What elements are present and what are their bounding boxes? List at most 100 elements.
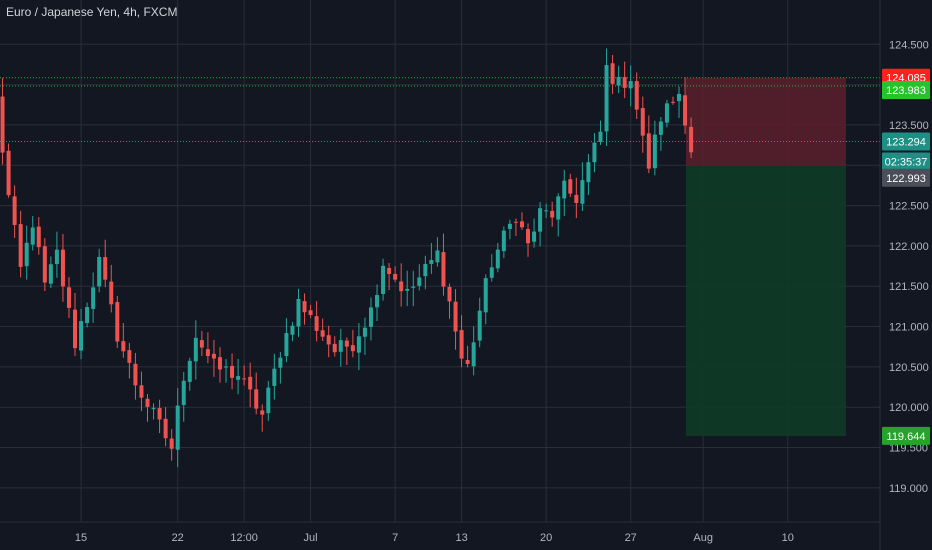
candle[interactable] — [519, 212, 524, 230]
candle[interactable] — [574, 177, 579, 219]
candle[interactable] — [314, 301, 319, 342]
candle[interactable] — [12, 185, 17, 238]
candle[interactable] — [278, 352, 283, 384]
candle[interactable] — [332, 336, 337, 357]
candle[interactable] — [435, 237, 440, 267]
candle[interactable] — [405, 270, 410, 307]
candle[interactable] — [308, 304, 313, 319]
candle[interactable] — [381, 258, 386, 301]
candle[interactable] — [193, 320, 198, 380]
candle[interactable] — [91, 272, 96, 323]
candle[interactable] — [423, 255, 428, 290]
candle[interactable] — [550, 201, 555, 227]
candle[interactable] — [36, 217, 41, 255]
candle[interactable] — [320, 318, 325, 341]
candle[interactable] — [417, 264, 422, 291]
candle[interactable] — [326, 325, 331, 358]
candle[interactable] — [362, 317, 367, 355]
candle[interactable] — [477, 297, 482, 348]
candle[interactable] — [163, 407, 168, 447]
candle[interactable] — [0, 78, 5, 165]
candle[interactable] — [501, 226, 506, 259]
candle[interactable] — [592, 132, 597, 173]
candle[interactable] — [513, 218, 518, 237]
candle[interactable] — [622, 61, 627, 99]
candlestick-series[interactable] — [0, 48, 694, 468]
candle[interactable] — [387, 262, 392, 291]
candle[interactable] — [54, 231, 59, 278]
candle[interactable] — [60, 233, 65, 302]
candle[interactable] — [610, 54, 615, 95]
candle[interactable] — [24, 225, 29, 280]
candle[interactable] — [441, 233, 446, 296]
candle[interactable] — [664, 99, 669, 128]
candle[interactable] — [48, 256, 53, 289]
candle[interactable] — [127, 342, 132, 379]
candle[interactable] — [181, 371, 186, 422]
candle[interactable] — [652, 120, 657, 176]
candle[interactable] — [85, 302, 90, 328]
candle[interactable] — [175, 388, 180, 468]
candle[interactable] — [266, 380, 271, 421]
candle[interactable] — [532, 218, 537, 248]
candle[interactable] — [356, 323, 361, 371]
candle[interactable] — [151, 403, 156, 420]
candle[interactable] — [344, 337, 349, 366]
candle[interactable] — [187, 357, 192, 391]
candle[interactable] — [121, 322, 126, 358]
candle[interactable] — [115, 295, 120, 348]
candle[interactable] — [646, 115, 651, 174]
candle[interactable] — [683, 77, 688, 135]
candle[interactable] — [205, 332, 210, 364]
candle[interactable] — [616, 65, 621, 94]
candle[interactable] — [272, 353, 277, 400]
candle[interactable] — [260, 404, 265, 432]
candle[interactable] — [465, 345, 470, 368]
candle[interactable] — [562, 169, 567, 216]
candle[interactable] — [296, 288, 301, 337]
candle[interactable] — [230, 353, 235, 390]
candle[interactable] — [453, 289, 458, 350]
candle[interactable] — [73, 292, 78, 357]
candle[interactable] — [169, 429, 174, 461]
candle[interactable] — [290, 321, 295, 342]
candle[interactable] — [658, 116, 663, 151]
candle[interactable] — [6, 143, 11, 198]
candle[interactable] — [568, 173, 573, 198]
candle[interactable] — [350, 329, 355, 358]
candle[interactable] — [211, 339, 216, 377]
candle[interactable] — [640, 96, 645, 153]
candle[interactable] — [670, 96, 675, 105]
candle[interactable] — [459, 315, 464, 368]
candle[interactable] — [79, 308, 84, 360]
candle[interactable] — [556, 193, 561, 237]
candle[interactable] — [586, 153, 591, 196]
candle[interactable] — [604, 48, 609, 147]
candle[interactable] — [429, 242, 434, 274]
candle[interactable] — [628, 65, 633, 107]
candle[interactable] — [18, 210, 23, 278]
candle[interactable] — [199, 330, 204, 357]
candle[interactable] — [507, 219, 512, 240]
candle[interactable] — [30, 215, 35, 251]
candle[interactable] — [338, 328, 343, 367]
candle[interactable] — [368, 297, 373, 341]
candle[interactable] — [538, 202, 543, 247]
candle[interactable] — [447, 283, 452, 319]
candle[interactable] — [393, 266, 398, 283]
candle[interactable] — [42, 238, 47, 292]
candle[interactable] — [634, 72, 639, 119]
candle[interactable] — [109, 264, 114, 313]
candle[interactable] — [489, 254, 494, 282]
candle[interactable] — [254, 372, 259, 415]
candle[interactable] — [411, 270, 416, 307]
candle[interactable] — [689, 117, 694, 159]
time-axis[interactable]: 15 22 12:00 Jul 7 13 20 27 Aug 10 — [0, 521, 880, 544]
candle[interactable] — [242, 365, 247, 386]
candle[interactable] — [399, 263, 404, 307]
candle[interactable] — [302, 293, 307, 325]
candle[interactable] — [103, 239, 108, 288]
candle[interactable] — [236, 358, 241, 395]
